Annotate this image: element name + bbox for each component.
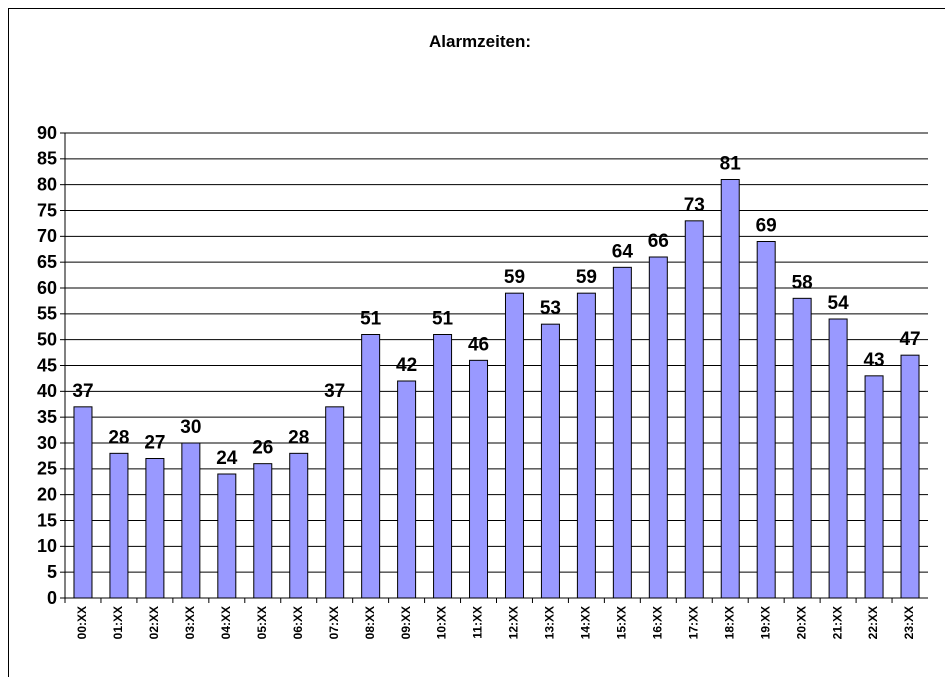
data-label: 58 — [792, 272, 813, 293]
data-label: 28 — [288, 427, 309, 448]
bar — [73, 406, 93, 599]
x-tick-label: 17:XX — [686, 606, 700, 639]
x-tick-label: 05:XX — [255, 606, 269, 639]
x-tick-label: 13:XX — [543, 606, 557, 639]
data-label: 47 — [899, 329, 920, 350]
y-tick-label: 5 — [47, 562, 57, 582]
x-tick-label: 06:XX — [291, 606, 305, 639]
data-label: 53 — [540, 298, 561, 319]
data-label: 51 — [432, 309, 454, 330]
bar — [361, 334, 381, 599]
data-label: 46 — [468, 334, 489, 355]
x-tick-label: 07:XX — [327, 606, 341, 639]
x-tick-label: 14:XX — [579, 606, 593, 639]
data-label: 27 — [144, 433, 165, 454]
y-tick-label: 75 — [37, 200, 57, 220]
x-tick-label: 15:XX — [615, 606, 629, 639]
data-label: 42 — [396, 355, 417, 376]
x-tick-label: 01:XX — [111, 606, 125, 639]
data-label: 28 — [108, 427, 129, 448]
data-label: 26 — [252, 438, 273, 459]
data-label: 73 — [684, 195, 705, 216]
data-label: 30 — [180, 417, 201, 438]
data-label: 81 — [720, 154, 742, 175]
x-tick-label: 23:XX — [902, 606, 916, 639]
y-tick-label: 20 — [37, 484, 57, 504]
data-label: 69 — [756, 216, 777, 237]
bar — [145, 458, 165, 599]
data-label: 59 — [576, 267, 597, 288]
bar — [397, 380, 417, 599]
bar — [720, 179, 740, 599]
data-label: 64 — [612, 241, 634, 262]
x-tick-label: 10:XX — [435, 606, 449, 639]
data-label: 51 — [360, 309, 382, 330]
data-label: 37 — [324, 381, 345, 402]
bar — [253, 463, 273, 599]
bar — [504, 292, 524, 599]
y-tick-label: 0 — [47, 588, 57, 608]
y-tick-label: 30 — [37, 433, 57, 453]
bar — [864, 375, 884, 599]
bar — [756, 241, 776, 599]
y-tick-label: 40 — [37, 381, 57, 401]
bar — [612, 266, 632, 599]
y-tick-label: 65 — [37, 252, 57, 272]
bar — [469, 359, 489, 599]
bar — [433, 334, 453, 599]
x-tick-label: 21:XX — [830, 606, 844, 639]
y-tick-label: 60 — [37, 278, 57, 298]
y-tick-label: 10 — [37, 536, 57, 556]
bar — [828, 318, 848, 599]
x-tick-label: 00:XX — [75, 606, 89, 639]
data-label: 59 — [504, 267, 525, 288]
bar — [792, 297, 812, 599]
data-label: 54 — [828, 293, 850, 314]
y-tick-label: 15 — [37, 510, 57, 530]
y-tick-label: 50 — [37, 329, 57, 349]
bar — [648, 256, 668, 599]
x-tick-label: 11:XX — [471, 606, 485, 639]
y-tick-label: 70 — [37, 226, 57, 246]
x-tick-label: 03:XX — [183, 606, 197, 639]
x-tick-label: 08:XX — [363, 606, 377, 639]
bar — [289, 452, 309, 599]
x-tick-label: 12:XX — [507, 606, 521, 639]
bar — [217, 473, 237, 599]
bar — [181, 442, 201, 599]
bar — [325, 406, 345, 599]
data-label: 37 — [72, 381, 93, 402]
x-tick-label: 18:XX — [722, 606, 736, 639]
x-tick-label: 19:XX — [758, 606, 772, 639]
y-tick-label: 45 — [37, 355, 57, 375]
x-tick-label: 16:XX — [650, 606, 664, 639]
x-tick-label: 09:XX — [399, 606, 413, 639]
bar — [540, 323, 560, 599]
x-tick-label: 22:XX — [866, 606, 880, 639]
x-tick-label: 20:XX — [794, 606, 808, 639]
bar — [109, 452, 129, 599]
data-label: 43 — [863, 350, 884, 371]
bar — [684, 220, 704, 599]
chart-title: Alarmzeiten: — [429, 32, 531, 51]
x-tick-label: 04:XX — [219, 606, 233, 639]
y-tick-label: 90 — [37, 123, 57, 143]
y-tick-label: 80 — [37, 174, 57, 194]
y-tick-label: 35 — [37, 407, 57, 427]
bar — [900, 354, 920, 599]
bar — [576, 292, 596, 599]
y-tick-label: 85 — [37, 149, 57, 169]
data-label: 24 — [216, 448, 238, 469]
x-tick-label: 02:XX — [147, 606, 161, 639]
y-tick-label: 55 — [37, 304, 57, 324]
y-tick-label: 25 — [37, 459, 57, 479]
data-label: 66 — [648, 231, 669, 252]
